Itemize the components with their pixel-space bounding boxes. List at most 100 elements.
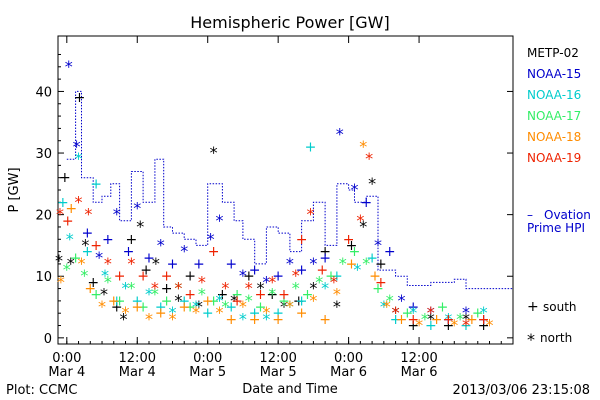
data-point-south: + [155, 306, 167, 322]
x-tick-label-date: Mar 4 [119, 365, 156, 380]
data-point-south: + [375, 275, 387, 291]
data-point-north: * [268, 272, 276, 291]
data-point-south: + [349, 244, 361, 260]
data-point-north: * [306, 205, 314, 224]
data-point-north: * [55, 251, 63, 270]
x-tick-label-date: Mar 5 [260, 365, 297, 380]
data-point-south: + [375, 256, 387, 272]
data-point-north: * [309, 291, 317, 310]
data-point-south: + [396, 312, 408, 328]
y-tick-label: 20 [35, 209, 52, 224]
data-point-south: + [466, 312, 478, 328]
data-point-south: + [217, 287, 229, 303]
data-point-north: * [98, 297, 106, 316]
data-point-south: + [84, 281, 96, 297]
legend-entry: NOAA-19 [527, 151, 581, 165]
data-point-south: + [81, 244, 93, 260]
data-point-north: * [427, 309, 435, 328]
data-point-north: * [127, 279, 135, 298]
data-point-south: + [366, 250, 378, 266]
x-tick-label-time: 12:00 [119, 351, 156, 366]
data-point-north: * [392, 303, 400, 322]
data-point-south: + [346, 238, 358, 254]
data-point-north: * [215, 211, 223, 230]
data-point-south: + [266, 287, 278, 303]
data-point-north: * [262, 309, 270, 328]
data-point-south: + [161, 281, 173, 297]
legend: METP-02 NOAA-15 NOAA-16 NOAA-17 NOAA-18 NOAA-… [527, 46, 591, 349]
data-point-north: * [75, 149, 83, 168]
data-point-south: + [74, 90, 86, 106]
data-point-south: + [296, 306, 308, 322]
data-point-south: + [184, 269, 196, 285]
data-point-north: * [81, 235, 89, 254]
data-point-south: + [57, 195, 69, 211]
data-point-south: + [184, 300, 196, 316]
legend-south-symbol: + [527, 299, 539, 315]
legend-north-label: north [540, 331, 572, 345]
x-tick-label-time: 0:00 [52, 351, 81, 366]
data-point-south: + [225, 312, 237, 328]
y-tick-label: 40 [35, 85, 52, 100]
data-point-south: + [272, 269, 284, 285]
y-axis-label: P [GW] [7, 167, 22, 212]
data-point-north: * [462, 309, 470, 328]
data-point-south: + [431, 312, 443, 328]
data-point-north: * [409, 303, 417, 322]
data-point-south: + [437, 300, 449, 316]
data-point-south: + [123, 244, 135, 260]
data-point-north: * [368, 174, 376, 193]
data-point-north: * [239, 309, 247, 328]
data-point-north: * [77, 254, 85, 273]
data-point-north: * [380, 297, 388, 316]
data-point-south: + [384, 244, 396, 260]
data-point-north: * [145, 285, 153, 304]
legend-entry: METP-02 [527, 46, 579, 60]
data-point-north: * [456, 309, 464, 328]
data-point-south: + [111, 300, 123, 316]
data-point-south: + [401, 306, 413, 322]
data-point-south: + [319, 244, 331, 260]
data-point-north: * [192, 303, 200, 322]
data-point-north: * [374, 235, 382, 254]
data-point-south: + [184, 287, 196, 303]
data-point-north: * [230, 291, 238, 310]
data-point-north: * [221, 279, 229, 298]
data-point-north: * [65, 57, 73, 76]
data-point-south: + [272, 306, 284, 322]
data-point-south: + [143, 250, 155, 266]
data-point-north: * [257, 279, 265, 298]
data-point-north: * [145, 309, 153, 328]
data-point-north: * [353, 260, 361, 279]
data-point-south: + [278, 293, 290, 309]
data-point-south: + [369, 269, 381, 285]
data-point-south: + [343, 232, 355, 248]
data-point-south: + [178, 300, 190, 316]
data-point-north: * [180, 242, 188, 261]
data-point-south: + [478, 318, 490, 334]
data-point-north: * [174, 279, 182, 298]
data-point-north: * [486, 316, 494, 335]
data-point-south: + [305, 139, 317, 155]
data-point-north: * [359, 217, 367, 236]
data-point-south: + [81, 226, 93, 242]
data-point-south: + [255, 287, 267, 303]
data-point-south: + [59, 170, 71, 186]
data-point-north: * [210, 143, 218, 162]
data-point-south: + [407, 300, 419, 316]
data-point-south: + [140, 263, 152, 279]
data-point-north: * [292, 266, 300, 285]
data-point-north: * [73, 137, 81, 156]
data-point-north: * [100, 285, 108, 304]
data-point-north: * [63, 260, 71, 279]
data-point-north: * [365, 149, 373, 168]
data-point-south: + [443, 318, 455, 334]
data-point-south: + [193, 256, 205, 272]
data-point-south: + [331, 269, 343, 285]
y-tick-label: 10 [35, 270, 52, 285]
data-point-north: * [104, 254, 112, 273]
plot-timestamp: 2013/03/06 23:15:08 [453, 383, 590, 398]
data-point-north: * [198, 272, 206, 291]
data-point-north: * [168, 309, 176, 328]
data-point-south: + [472, 306, 484, 322]
